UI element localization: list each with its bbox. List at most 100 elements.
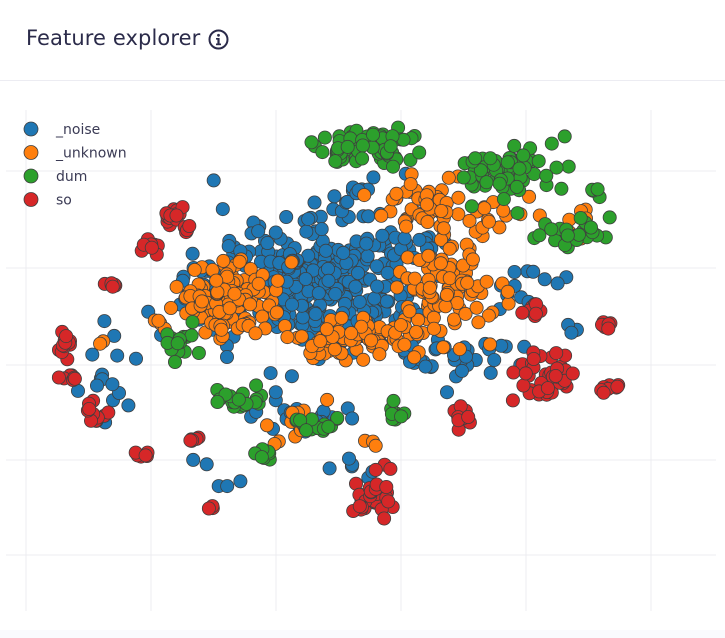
legend-item-noise[interactable]: _noise [23,121,100,138]
point-dum[interactable] [561,159,576,174]
point-dum[interactable] [394,409,409,424]
point-dum[interactable] [544,136,559,151]
point-unknown[interactable] [436,221,451,236]
point-unknown[interactable] [436,340,451,355]
point-so[interactable] [144,240,159,255]
point-so[interactable] [182,218,197,233]
point-so[interactable] [540,381,555,396]
legend-item-unknown[interactable]: _unknown [23,145,127,162]
point-noise[interactable] [507,264,522,279]
point-noise[interactable] [97,314,112,329]
point-unknown[interactable] [442,241,457,256]
point-so[interactable] [549,346,564,361]
point-unknown[interactable] [446,312,461,327]
point-noise[interactable] [219,349,234,364]
point-noise[interactable] [268,385,283,400]
point-noise[interactable] [341,451,356,466]
point-noise[interactable] [367,291,382,306]
point-unknown[interactable] [313,334,328,349]
point-noise[interactable] [220,479,235,494]
point-unknown[interactable] [232,254,247,269]
point-unknown[interactable] [458,306,473,321]
point-dum[interactable] [509,179,524,194]
point-unknown[interactable] [389,280,404,295]
point-noise[interactable] [359,236,374,251]
point-so[interactable] [183,433,198,448]
point-unknown[interactable] [469,300,484,315]
point-noise[interactable] [397,231,412,246]
point-dum[interactable] [340,139,355,154]
point-dum[interactable] [510,206,525,221]
point-noise[interactable] [284,369,299,384]
point-noise[interactable] [199,457,214,472]
point-so[interactable] [610,379,625,394]
point-unknown[interactable] [421,248,436,263]
point-noise[interactable] [110,348,125,363]
point-dum[interactable] [473,163,488,178]
point-so[interactable] [505,393,520,408]
point-unknown[interactable] [243,297,258,312]
point-so[interactable] [82,401,97,416]
point-dum[interactable] [464,199,479,214]
point-dum[interactable] [249,378,264,393]
point-dum[interactable] [516,148,531,163]
point-unknown[interactable] [442,271,457,286]
point-so[interactable] [59,329,74,344]
point-noise[interactable] [90,378,105,393]
point-unknown[interactable] [439,287,454,302]
point-noise[interactable] [263,366,278,381]
point-so[interactable] [138,448,153,463]
point-unknown[interactable] [194,294,209,309]
point-noise[interactable] [105,377,120,392]
point-unknown[interactable] [451,190,466,205]
point-noise[interactable] [487,352,502,367]
point-so[interactable] [67,371,82,386]
point-noise[interactable] [412,232,427,247]
point-dum[interactable] [355,151,370,166]
point-dum[interactable] [317,130,332,145]
point-noise[interactable] [260,235,275,250]
point-so[interactable] [201,501,216,516]
point-noise[interactable] [352,294,367,309]
point-unknown[interactable] [477,201,492,216]
point-noise[interactable] [307,195,322,210]
point-noise[interactable] [318,243,333,258]
point-dum[interactable] [231,392,246,407]
point-noise[interactable] [379,294,394,309]
point-so[interactable] [51,370,66,385]
point-unknown[interactable] [222,301,237,316]
legend-item-dum[interactable]: dum [23,168,87,185]
point-unknown[interactable] [393,318,408,333]
point-noise[interactable] [550,276,565,291]
point-unknown[interactable] [420,214,435,229]
point-unknown[interactable] [259,418,274,433]
point-dum[interactable] [544,222,559,237]
point-unknown[interactable] [163,300,178,315]
point-noise[interactable] [336,245,351,260]
point-noise[interactable] [370,279,385,294]
point-unknown[interactable] [214,322,229,337]
point-noise[interactable] [361,209,376,224]
point-unknown[interactable] [452,342,467,357]
point-unknown[interactable] [209,273,224,288]
point-dum[interactable] [531,154,546,169]
point-noise[interactable] [268,225,283,240]
point-dum[interactable] [412,145,427,160]
point-noise[interactable] [295,310,310,325]
point-unknown[interactable] [357,188,372,203]
point-dum[interactable] [479,175,494,190]
point-dum[interactable] [385,159,400,174]
point-dum[interactable] [554,181,569,196]
point-noise[interactable] [233,474,248,489]
point-noise[interactable] [284,297,299,312]
point-dum[interactable] [512,161,527,176]
point-unknown[interactable] [481,308,496,323]
point-unknown[interactable] [251,276,266,291]
point-so[interactable] [461,409,476,424]
point-noise[interactable] [369,259,384,274]
point-noise[interactable] [298,271,313,286]
point-unknown[interactable] [434,204,449,219]
point-dum[interactable] [167,354,182,369]
point-noise[interactable] [483,365,498,380]
